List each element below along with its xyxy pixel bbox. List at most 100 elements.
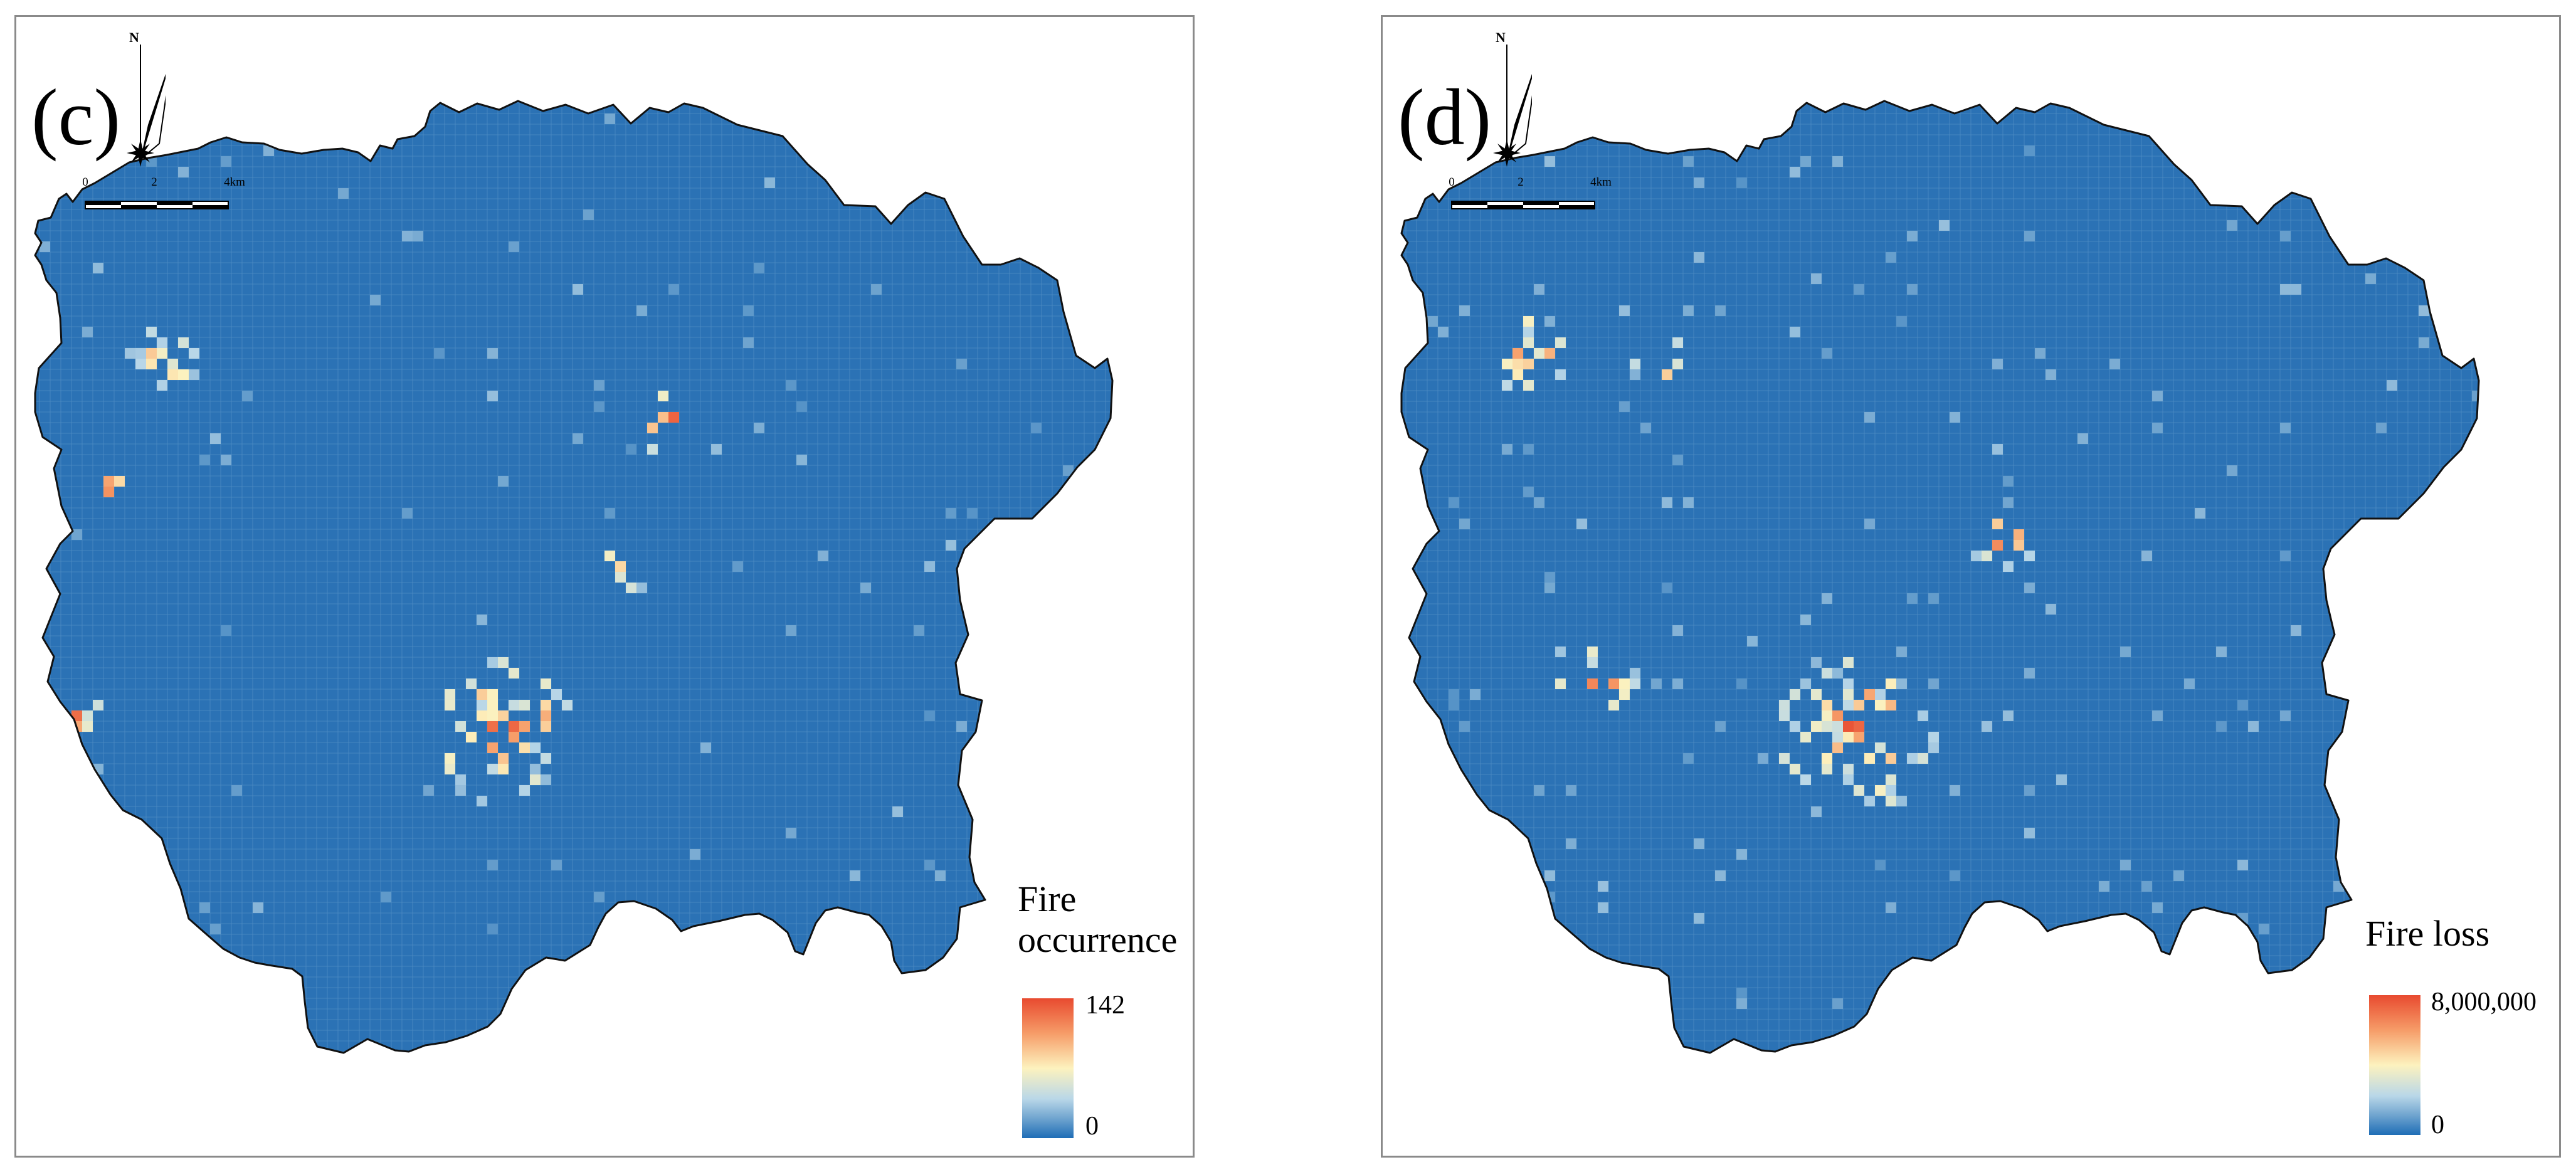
north-label: N [1496,29,1506,45]
grid-cell [1843,700,1854,710]
grid-cell [477,689,487,700]
grid-cell [1843,774,1854,785]
grid-cell [2237,860,2248,870]
grid-cell [1992,359,2003,369]
grid-cell [2227,465,2237,476]
grid-cell [2259,924,2269,934]
grid-cell [1854,732,1864,742]
grid-cell [2109,359,2120,369]
legend-title: Fire loss [2365,913,2490,954]
grid-cell [1459,519,1470,529]
grid-cell [445,700,455,710]
grid-cell [487,700,498,710]
grid-cell [764,177,775,188]
grid-cell [1779,700,1790,710]
grid-cell [135,359,146,369]
grid-cell [434,348,445,359]
grid-cell [530,774,541,785]
grid-cell [1694,252,1704,263]
grid-cell [1822,764,1832,774]
grid-cell [935,870,946,881]
grid-cell [1875,785,1886,796]
grid-cell [1544,156,1555,167]
study-area-base [1401,101,2479,1053]
grid-cell [1449,689,1459,700]
grid-cell [1523,380,1534,391]
grid-cell [157,337,167,348]
grid-cell [1875,860,1886,870]
grid-cell [1534,348,1544,359]
grid-cell [1736,177,1747,188]
grid-cell [1662,583,1672,593]
grid-cell [1790,689,1800,700]
grid-cell [1523,444,1534,455]
north-label: N [129,29,139,45]
grid-cell [487,764,498,774]
grid-cell [1683,753,1694,764]
grid-cell [189,369,199,380]
grid-cell [2227,220,2237,231]
grid-cell [167,359,178,369]
grid-cell [1598,881,1608,892]
grid-cell [1811,721,1822,732]
grid-cell [1811,657,1822,668]
grid-cell [541,753,551,764]
grid-cell [860,583,871,593]
grid-cell [2419,337,2429,348]
grid-cell [1544,316,1555,327]
grid-cell [1822,348,1832,359]
grid-cell [1512,348,1523,359]
grid-cell [2237,700,2248,710]
grid-cell [541,721,551,732]
grid-cell [583,209,594,220]
grid-cell [1843,657,1854,668]
grid-cell [1438,327,1449,337]
legend-min: 0 [1085,1112,1099,1141]
grid-cell [732,561,743,572]
grid-cell [2024,785,2035,796]
grid-cell [2195,508,2205,519]
grid-cell [1822,710,1832,721]
grid-cell [178,167,189,177]
grid-cell [1523,316,1534,327]
grid-cell [2003,561,2014,572]
grid-cell [519,700,530,710]
grid-cell [455,721,466,732]
grid-cell [455,785,466,796]
legend-max: 8,000,000 [2431,988,2536,1016]
grid-cell [1992,519,2003,529]
grid-cell [615,572,626,583]
grid-cell [1544,870,1555,881]
grid-cell [956,359,967,369]
grid-cell [1694,838,1704,849]
grid-cell [509,700,519,710]
grid-cell [2152,391,2163,401]
grid-cell [541,710,551,721]
grid-cell [956,721,967,732]
grid-cell [1939,220,1950,231]
grid-cell [477,710,487,721]
grid-cell [1619,305,1630,316]
grid-cell [2003,497,2014,508]
grid-cell [1907,284,1918,295]
grid-cell [700,742,711,753]
grid-cell [477,615,487,625]
grid-cell [199,902,210,913]
scale-tick-0: 0 [82,176,88,189]
grid-cell [135,348,146,359]
study-area-base [35,101,1112,1053]
grid-cell [1886,785,1896,796]
grid-cell [1672,359,1683,369]
grid-cell [146,359,157,369]
grid-cell [519,721,530,732]
fire-occurrence-map [34,100,1114,1054]
grid-cell [2365,273,2376,284]
grid-cell [445,689,455,700]
grid-cell [850,870,860,881]
grid-cell [1747,636,1758,647]
grid-cell [1832,732,1843,742]
grid-cell [2099,881,2109,892]
grid-cell [1886,678,1896,689]
scale-tick-4: 4km [1590,176,1612,189]
grid-cell [1800,678,1811,689]
